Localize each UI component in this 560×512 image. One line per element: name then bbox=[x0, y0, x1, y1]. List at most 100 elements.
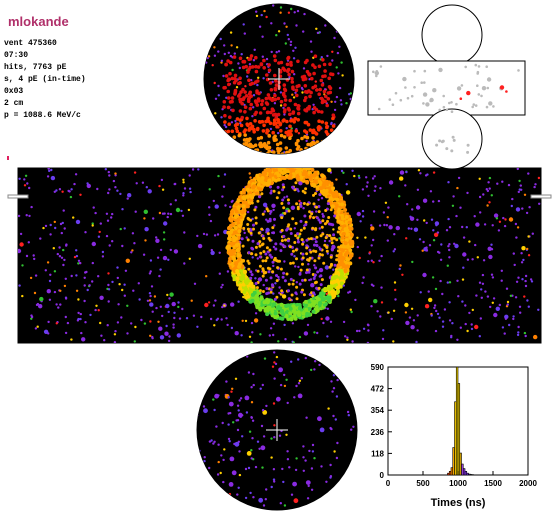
hit bbox=[215, 494, 217, 496]
hit bbox=[238, 224, 242, 228]
hit bbox=[373, 210, 375, 212]
hit bbox=[336, 254, 339, 257]
hit bbox=[336, 442, 338, 444]
hit bbox=[222, 105, 226, 109]
hit bbox=[242, 290, 246, 294]
hit bbox=[250, 449, 252, 451]
hit bbox=[295, 94, 299, 98]
hit bbox=[217, 233, 219, 235]
hit bbox=[224, 145, 228, 149]
hit bbox=[254, 143, 258, 147]
hit bbox=[243, 270, 247, 274]
hit bbox=[211, 372, 213, 374]
hit bbox=[475, 104, 478, 107]
hit bbox=[26, 255, 28, 257]
hit bbox=[180, 210, 182, 212]
hit bbox=[252, 496, 254, 498]
hit bbox=[288, 466, 290, 468]
hit bbox=[441, 293, 443, 295]
hit bbox=[56, 322, 58, 324]
hit bbox=[524, 280, 526, 282]
hit bbox=[326, 335, 328, 337]
hit bbox=[255, 222, 258, 225]
hit bbox=[475, 222, 479, 226]
hit bbox=[265, 488, 267, 490]
hit bbox=[467, 144, 470, 147]
hit bbox=[452, 205, 454, 207]
hit bbox=[290, 278, 293, 281]
hit bbox=[253, 59, 255, 61]
hit bbox=[345, 350, 347, 352]
hit bbox=[517, 331, 519, 333]
hit bbox=[304, 150, 308, 154]
hit bbox=[303, 202, 306, 205]
hit bbox=[313, 301, 317, 305]
hit bbox=[246, 236, 248, 238]
hit bbox=[38, 304, 42, 308]
hit bbox=[300, 291, 303, 294]
hit bbox=[323, 63, 327, 67]
hit bbox=[227, 423, 229, 425]
hit bbox=[387, 216, 389, 218]
hit bbox=[285, 42, 287, 44]
hit bbox=[168, 297, 170, 299]
hit bbox=[309, 215, 312, 218]
hit bbox=[297, 190, 299, 192]
hit bbox=[236, 129, 240, 133]
hit bbox=[321, 83, 325, 87]
hit bbox=[149, 299, 151, 301]
hit bbox=[236, 277, 240, 281]
hit bbox=[231, 77, 235, 81]
hit bbox=[227, 226, 231, 230]
hit bbox=[319, 253, 322, 256]
hit bbox=[450, 335, 452, 337]
hit bbox=[132, 290, 134, 292]
hit bbox=[334, 17, 336, 19]
hit bbox=[319, 248, 322, 251]
hit bbox=[443, 106, 446, 109]
hit bbox=[280, 91, 282, 93]
hit bbox=[238, 283, 242, 287]
hit bbox=[467, 259, 469, 261]
hit bbox=[383, 224, 385, 226]
hit bbox=[233, 81, 237, 85]
hit bbox=[221, 60, 223, 62]
hit bbox=[114, 172, 116, 174]
hit bbox=[451, 110, 454, 113]
hit bbox=[231, 69, 233, 71]
hit bbox=[297, 241, 300, 244]
hit bbox=[75, 173, 77, 175]
hit bbox=[23, 178, 25, 180]
hit bbox=[283, 113, 285, 115]
hit bbox=[188, 209, 190, 211]
hit bbox=[370, 224, 372, 226]
hit bbox=[158, 185, 160, 187]
hit bbox=[174, 249, 178, 253]
hit bbox=[63, 209, 65, 211]
hit bbox=[331, 186, 335, 190]
hit bbox=[283, 110, 287, 114]
hit bbox=[266, 246, 269, 249]
hit bbox=[336, 395, 338, 397]
hit bbox=[330, 264, 333, 267]
hit bbox=[249, 284, 253, 288]
hit bbox=[308, 95, 312, 99]
hit bbox=[209, 138, 211, 140]
hit bbox=[318, 144, 320, 146]
hit bbox=[227, 7, 229, 9]
hit bbox=[525, 335, 527, 337]
hit bbox=[51, 176, 55, 180]
hit bbox=[305, 252, 308, 255]
hit bbox=[286, 133, 290, 137]
hit bbox=[250, 229, 253, 232]
hit bbox=[246, 70, 250, 74]
hit bbox=[249, 300, 253, 304]
hit bbox=[250, 247, 253, 250]
hit bbox=[487, 181, 489, 183]
hit bbox=[337, 52, 339, 54]
hit bbox=[255, 91, 259, 95]
hit bbox=[45, 269, 47, 271]
hit bbox=[324, 296, 328, 300]
hit bbox=[305, 271, 308, 274]
hit bbox=[231, 152, 235, 156]
